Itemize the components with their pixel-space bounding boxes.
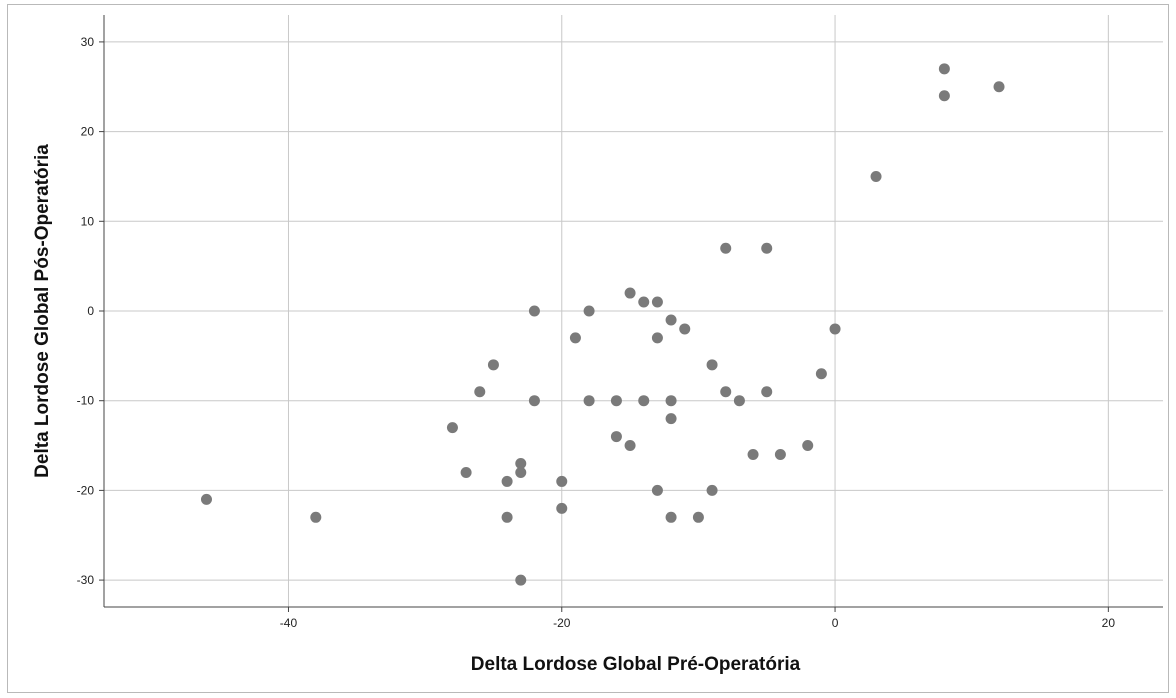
x-tick-label: 20 [1102, 616, 1116, 630]
x-tick-labels: -40 -20 0 20 [280, 616, 1116, 630]
data-point [679, 323, 691, 335]
data-point [610, 431, 622, 443]
data-point [802, 440, 814, 452]
data-point [515, 574, 527, 586]
data-point [583, 395, 595, 407]
data-point [651, 296, 663, 308]
axes [99, 15, 1163, 612]
y-tick-label: 10 [81, 214, 95, 228]
data-point [474, 386, 486, 398]
data-point [610, 395, 622, 407]
data-point [556, 502, 568, 514]
data-point [747, 449, 759, 461]
data-point [870, 170, 882, 182]
data-point [501, 475, 513, 487]
data-point [501, 511, 513, 523]
data-point [651, 332, 663, 344]
data-point [720, 242, 732, 254]
data-point [446, 422, 458, 434]
data-point [665, 395, 677, 407]
gridlines [104, 15, 1163, 607]
y-tick-label: -30 [77, 573, 95, 587]
data-point [460, 466, 472, 478]
data-point [528, 395, 540, 407]
data-point [569, 332, 581, 344]
data-point [651, 484, 663, 496]
data-point [665, 413, 677, 425]
data-point [692, 511, 704, 523]
data-points [200, 63, 1005, 586]
x-tick-label: 0 [832, 616, 839, 630]
data-point [310, 511, 322, 523]
data-point [583, 305, 595, 317]
x-tick-label: -20 [553, 616, 571, 630]
data-point [638, 296, 650, 308]
data-point [706, 484, 718, 496]
y-axis-title: Delta Lordose Global Pós-Operatória [32, 144, 53, 478]
data-point [938, 63, 950, 75]
data-point [556, 475, 568, 487]
data-point [938, 90, 950, 102]
data-point [761, 242, 773, 254]
data-point [733, 395, 745, 407]
data-point [720, 386, 732, 398]
y-tick-label: 20 [81, 125, 95, 139]
y-tick-labels: -30 -20 -10 0 10 20 30 [77, 35, 95, 587]
x-axis-title: Delta Lordose Global Pré-Operatória [471, 654, 801, 675]
data-point [515, 457, 527, 469]
data-point [665, 314, 677, 326]
data-point [624, 287, 636, 299]
chart-frame [7, 4, 1169, 693]
x-tick-label: -40 [280, 616, 298, 630]
data-point [774, 449, 786, 461]
data-point [624, 440, 636, 452]
data-point [487, 359, 499, 371]
data-point [829, 323, 841, 335]
y-tick-label: -10 [77, 394, 95, 408]
data-point [815, 368, 827, 380]
data-point [993, 81, 1005, 93]
y-tick-label: 0 [87, 304, 94, 318]
data-point [200, 493, 212, 505]
data-point [638, 395, 650, 407]
y-tick-label: 30 [81, 35, 95, 49]
data-point [706, 359, 718, 371]
data-point [761, 386, 773, 398]
y-tick-label: -20 [77, 483, 95, 497]
data-point [515, 466, 527, 478]
data-point [665, 511, 677, 523]
data-point [528, 305, 540, 317]
